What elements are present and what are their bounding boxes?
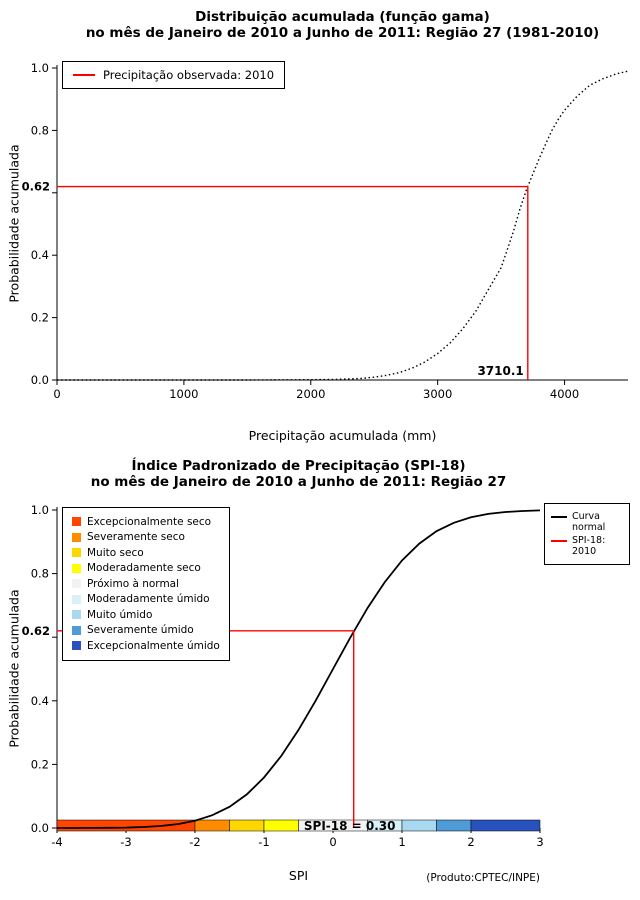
x-tick-label: 1 [398, 835, 405, 849]
black-line-sample [551, 516, 567, 518]
spi-category-bar-segment [263, 819, 299, 832]
spi-category-legend: Excepcionalmente seco Severamente seco M… [62, 507, 230, 661]
cdf-curve [57, 70, 629, 381]
x-tick-label: 2 [467, 835, 474, 849]
x-tick-label: -1 [258, 835, 269, 849]
product-credit: (Produto:CPTEC/INPE) [426, 872, 540, 884]
y-tick-label: 0.0 [31, 373, 49, 387]
top-y-axis-label: Probabilidade acumulada [6, 144, 22, 303]
category-legend-item: Moderadamente seco [72, 561, 220, 577]
top-chart-title: Distribuição acumulada (função gama) [195, 9, 490, 25]
category-label: Excepcionalmente seco [87, 515, 212, 528]
spi-category-bar-segment [194, 819, 230, 832]
gamma-cdf-chart-canvas: 0.0 0.2 0.4 0.8 1.0 0 1000 2000 3000 4000 0.62 3710… [22, 61, 629, 401]
top-chart-legend: Precipitação observada: 2010 [62, 61, 286, 89]
y-tick-label: 0.0 [31, 821, 49, 835]
spi-category-bar-segment [470, 819, 541, 832]
red-line-sample [73, 74, 95, 76]
category-label: Moderadamente úmido [87, 593, 210, 606]
x-tick-label: 1000 [169, 387, 198, 401]
category-swatch [72, 563, 81, 573]
spi-category-bar-segment [401, 819, 437, 832]
category-swatch [72, 548, 81, 558]
category-label: Excepcionalmente úmido [87, 639, 220, 652]
legend-label-spi-2010: SPI-18: 2010 [572, 535, 606, 557]
spi-curve-legend: Curva normal SPI-18: 2010 [544, 503, 630, 565]
cdf-curve [57, 509, 541, 829]
category-label: Moderadamente seco [87, 562, 201, 575]
category-label: Muito úmido [87, 608, 153, 621]
x-tick-label: 0 [53, 387, 60, 401]
category-label: Severamente seco [87, 531, 185, 544]
spi-category-bar-segment [56, 819, 196, 832]
category-swatch [72, 610, 81, 620]
bottom-x-axis-label: SPI [288, 868, 309, 883]
category-legend-item: Severamente seco [72, 530, 220, 546]
category-swatch [72, 641, 81, 651]
top-x-axis-label: Precipitação acumulada (mm) [248, 428, 437, 443]
x-tick-label: -2 [189, 835, 200, 849]
legend-label-normal-curve: Curva normal [572, 511, 606, 533]
spi-category-bar-segment [436, 819, 472, 832]
category-label: Severamente úmido [87, 624, 194, 637]
red-line-sample [551, 540, 567, 542]
x-tick-label: 3 [536, 835, 543, 849]
category-label: Próximo à normal [87, 577, 180, 590]
spi-category-bar-segment [229, 819, 265, 832]
y-tick-label: 1.0 [31, 503, 49, 517]
observed-value-marker [57, 185, 529, 380]
category-swatch [72, 532, 81, 542]
y-tick-label: 0.2 [31, 757, 49, 771]
category-swatch [72, 594, 81, 604]
y-tick-label: 0.8 [31, 123, 49, 137]
legend-item-normal-curve: Curva normal [551, 511, 623, 533]
y-tick-label: 0.2 [31, 311, 49, 325]
y-tick-label: 1.0 [31, 61, 49, 75]
bottom-chart-subtitle: no mês de Janeiro de 2010 a Junho de 201… [90, 474, 507, 490]
spi-value-label: SPI-18 = 0.30 [304, 819, 396, 833]
category-legend-item: Próximo à normal [72, 576, 220, 592]
top-chart-subtitle: no mês de Janeiro de 2010 a Junho de 201… [85, 25, 600, 41]
x-tick-label: 3000 [423, 387, 452, 401]
x-tick-label: 4000 [550, 387, 579, 401]
category-label: Muito seco [87, 546, 144, 559]
bottom-chart-title: Índice Padronizado de Precipitação (SPI-… [131, 458, 466, 474]
y-tick-label: 0.4 [31, 694, 49, 708]
category-legend-item: Severamente úmido [72, 623, 220, 639]
x-tick-label: 0 [329, 835, 336, 849]
precipitation-value-label: 3710.1 [477, 364, 523, 378]
y-tick-label: 0.4 [31, 248, 49, 262]
category-legend-item: Muito seco [72, 545, 220, 561]
category-legend-item: Excepcionalmente seco [72, 514, 220, 530]
category-swatch [72, 517, 81, 527]
category-legend-item: Moderadamente úmido [72, 592, 220, 608]
category-legend-item: Muito úmido [72, 607, 220, 623]
probability-value-label: 0.62 [22, 180, 50, 194]
x-tick-label: -3 [120, 835, 131, 849]
category-swatch [72, 625, 81, 635]
bottom-y-axis-label: Probabilidade acumulada [6, 589, 22, 748]
category-legend-item: Excepcionalmente úmido [72, 638, 220, 654]
legend-item-spi-2010: SPI-18: 2010 [551, 535, 623, 557]
probability-value-label: 0.62 [22, 624, 50, 638]
legend-label-observed: Precipitação observada: 2010 [103, 68, 275, 82]
y-tick-label: 0.8 [31, 567, 49, 581]
x-tick-label: 2000 [296, 387, 325, 401]
category-swatch [72, 579, 81, 589]
x-tick-label: -4 [51, 835, 62, 849]
